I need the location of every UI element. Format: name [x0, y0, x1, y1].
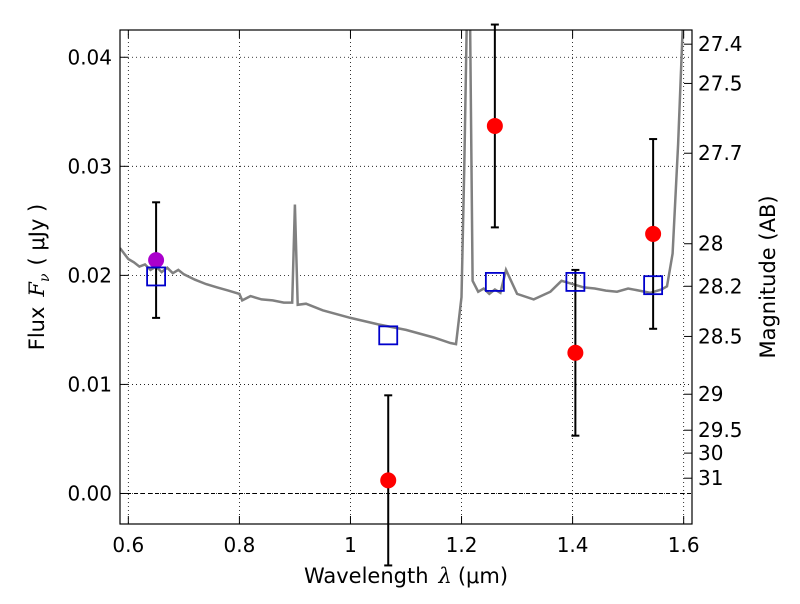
x-tick-label: 0.6: [112, 533, 144, 557]
y2-axis-label: Magnitude (AB): [756, 195, 780, 358]
x-axis-label: Wavelength λ (μm): [304, 564, 508, 588]
y2-tick-label: 27.7: [698, 141, 743, 165]
y2-tick-label: 27.5: [698, 71, 743, 95]
x-tick-label: 1.2: [446, 533, 478, 557]
y-tick-label: 0.00: [67, 481, 112, 505]
observed-highlight-point: [148, 252, 165, 269]
y2-tick-label: 28.5: [698, 324, 743, 348]
plot-frame: [119, 29, 693, 525]
x-tick-label: 1.6: [668, 533, 700, 557]
sed-model-curve: [120, 30, 684, 346]
y2-tick-label: 28: [698, 232, 723, 256]
y2-tick-label: 28.2: [698, 274, 743, 298]
y-axis-label: FluxFν( μJy ): [25, 204, 53, 350]
model-bandpass-square: [146, 266, 166, 287]
y-tick-label: 0.01: [67, 372, 112, 396]
y2-tick-label: 29: [698, 382, 723, 406]
model-bandpass-square: [484, 272, 505, 292]
x-tick-label: 1: [344, 533, 357, 557]
x-tick-label: 1.4: [557, 533, 589, 557]
observed-point: [645, 225, 662, 242]
y2-tick-label: 27.4: [698, 32, 743, 56]
y-tick-label: 0.04: [67, 45, 112, 69]
y-tick-label: 0.02: [67, 263, 112, 287]
model-bandpass-square: [565, 272, 586, 292]
plot-background: [120, 30, 692, 524]
y2-tick-label: 30: [698, 441, 723, 465]
model-bandpass-square: [643, 275, 664, 296]
observed-point: [380, 472, 397, 489]
y2-tick-label: 31: [698, 466, 723, 490]
observed-point: [486, 117, 503, 134]
x-tick-label: 0.8: [223, 533, 255, 557]
observed-point: [567, 344, 584, 361]
model-bandpass-square: [378, 325, 399, 346]
y-tick-label: 0.03: [67, 154, 112, 178]
y2-tick-label: 29.5: [698, 418, 743, 442]
